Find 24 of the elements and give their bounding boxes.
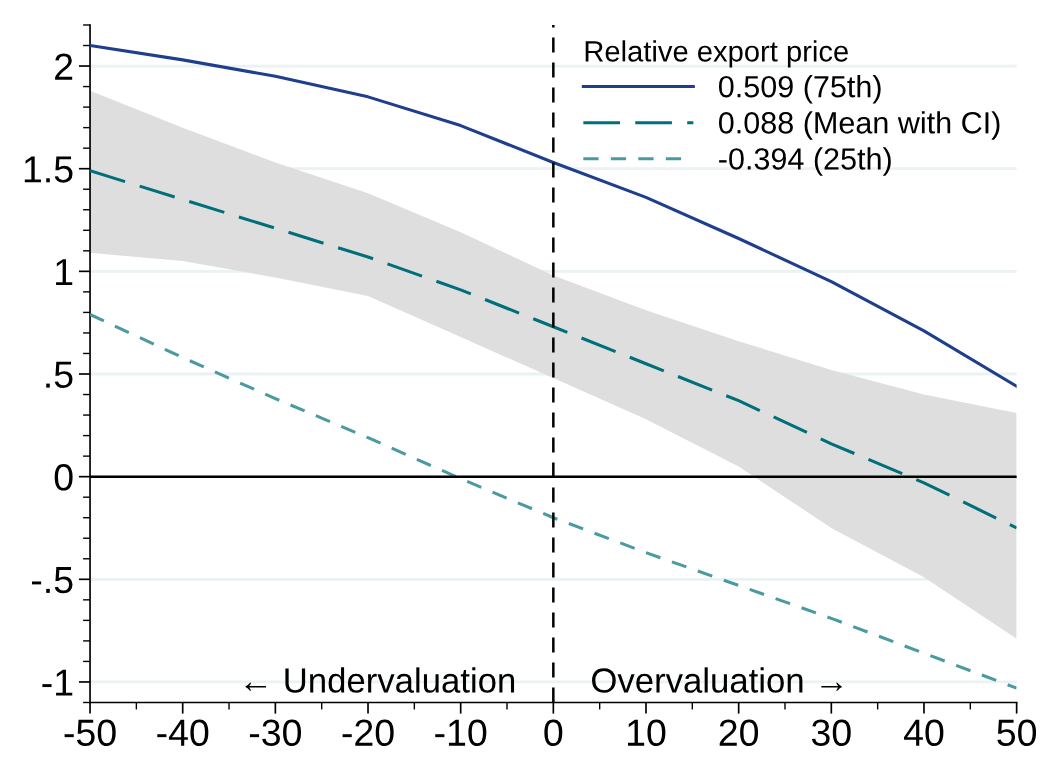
annotation: ← Undervaluation: [245, 667, 515, 693]
x-tick-label: -10: [435, 719, 487, 747]
legend-label: -0.394 (25th): [719, 147, 891, 176]
y-tick-label: -1: [42, 669, 73, 696]
y-tick-label: -.5: [31, 567, 73, 594]
annotation: Overvaluation →: [592, 667, 842, 693]
y-tick-label: 2: [55, 53, 73, 80]
x-tick-label: -50: [64, 719, 116, 747]
y-tick-label: 0: [54, 464, 73, 491]
x-tick-label: 20: [719, 719, 759, 747]
x-tick-label: -30: [249, 719, 301, 747]
y-tick-label: 1.5: [24, 156, 73, 183]
x-tick-label: 40: [903, 719, 944, 747]
x-tick-label: -40: [157, 719, 209, 747]
y-tick-label: .5: [46, 361, 73, 388]
legend-title: Relative export price: [585, 40, 848, 68]
x-tick-label: -20: [342, 719, 394, 747]
x-tick-label: 50: [997, 719, 1037, 747]
legend-label: 0.088 (Mean with CI): [718, 111, 1000, 140]
x-tick-label: 0: [544, 719, 563, 747]
y-tick-label: 1: [56, 259, 73, 285]
legend-label: 0.509 (75th): [718, 75, 881, 104]
x-tick-label: 10: [628, 719, 666, 747]
x-tick-label: 30: [811, 719, 851, 747]
